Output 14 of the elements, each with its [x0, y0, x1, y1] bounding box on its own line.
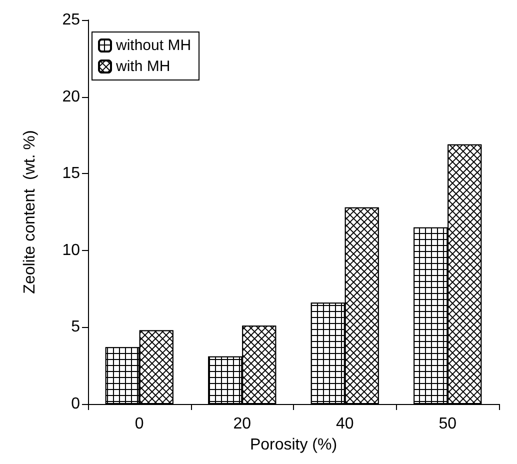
- y-axis-title: Zeolite content (wt. %): [22, 130, 38, 294]
- y-tick-label: 15: [62, 165, 80, 182]
- y-tick-label: 5: [71, 318, 80, 336]
- legend-label: without MH: [115, 37, 192, 54]
- x-axis-title: Porosity (%): [250, 436, 338, 454]
- x-tick-label: 0: [134, 416, 144, 432]
- y-tick-label: 10: [62, 242, 80, 259]
- y-tick-label: 25: [62, 12, 80, 28]
- legend-label: with MH: [115, 58, 170, 75]
- y-tick-label: 0: [71, 396, 80, 412]
- x-tick-label: 40: [336, 416, 354, 432]
- y-tick-label: 20: [62, 88, 80, 106]
- x-tick-label: 50: [438, 416, 457, 432]
- x-tick-label: 20: [233, 416, 252, 432]
